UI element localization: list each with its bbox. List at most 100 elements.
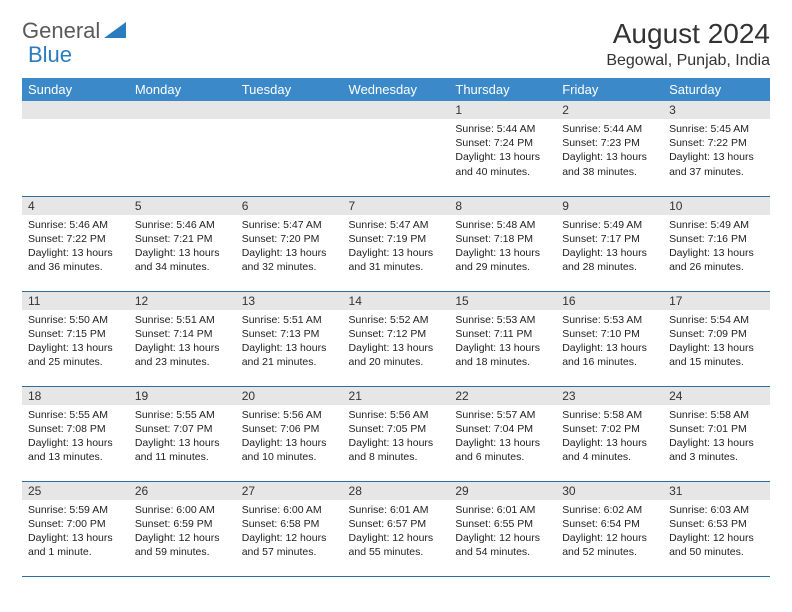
day-number: 23 [556, 387, 663, 405]
sunrise-line: Sunrise: 6:02 AM [562, 503, 657, 517]
sunrise-line: Sunrise: 5:44 AM [562, 122, 657, 136]
sunrise-line: Sunrise: 6:03 AM [669, 503, 764, 517]
day-details: Sunrise: 6:01 AMSunset: 6:57 PMDaylight:… [343, 500, 450, 562]
day-details: Sunrise: 5:46 AMSunset: 7:22 PMDaylight:… [22, 215, 129, 277]
sunset-line: Sunset: 7:18 PM [455, 232, 550, 246]
daylight-line: Daylight: 13 hours and 13 minutes. [28, 436, 123, 464]
weekday-header: Friday [556, 78, 663, 101]
day-number: 31 [663, 482, 770, 500]
calendar-cell: 27Sunrise: 6:00 AMSunset: 6:58 PMDayligh… [236, 481, 343, 576]
day-details: Sunrise: 5:51 AMSunset: 7:14 PMDaylight:… [129, 310, 236, 372]
sunset-line: Sunset: 7:04 PM [455, 422, 550, 436]
day-number-empty [129, 101, 236, 119]
calendar-cell [343, 101, 450, 196]
daylight-line: Daylight: 12 hours and 59 minutes. [135, 531, 230, 559]
calendar-cell: 8Sunrise: 5:48 AMSunset: 7:18 PMDaylight… [449, 196, 556, 291]
calendar-cell: 19Sunrise: 5:55 AMSunset: 7:07 PMDayligh… [129, 386, 236, 481]
calendar-week-row: 1Sunrise: 5:44 AMSunset: 7:24 PMDaylight… [22, 101, 770, 196]
sunrise-line: Sunrise: 5:53 AM [455, 313, 550, 327]
day-details: Sunrise: 5:44 AMSunset: 7:23 PMDaylight:… [556, 119, 663, 181]
day-number-empty [236, 101, 343, 119]
day-details: Sunrise: 5:50 AMSunset: 7:15 PMDaylight:… [22, 310, 129, 372]
sunrise-line: Sunrise: 5:58 AM [669, 408, 764, 422]
daylight-line: Daylight: 13 hours and 32 minutes. [242, 246, 337, 274]
logo-text-2: Blue [28, 42, 72, 68]
daylight-line: Daylight: 13 hours and 34 minutes. [135, 246, 230, 274]
calendar-cell: 10Sunrise: 5:49 AMSunset: 7:16 PMDayligh… [663, 196, 770, 291]
day-number: 20 [236, 387, 343, 405]
day-details: Sunrise: 6:03 AMSunset: 6:53 PMDaylight:… [663, 500, 770, 562]
sunset-line: Sunset: 6:58 PM [242, 517, 337, 531]
day-number: 5 [129, 197, 236, 215]
month-title: August 2024 [606, 18, 770, 50]
sunset-line: Sunset: 7:21 PM [135, 232, 230, 246]
sunrise-line: Sunrise: 5:59 AM [28, 503, 123, 517]
day-number: 25 [22, 482, 129, 500]
daylight-line: Daylight: 12 hours and 57 minutes. [242, 531, 337, 559]
day-details: Sunrise: 5:53 AMSunset: 7:10 PMDaylight:… [556, 310, 663, 372]
calendar-cell: 11Sunrise: 5:50 AMSunset: 7:15 PMDayligh… [22, 291, 129, 386]
sunrise-line: Sunrise: 5:58 AM [562, 408, 657, 422]
sunset-line: Sunset: 7:08 PM [28, 422, 123, 436]
sunrise-line: Sunrise: 6:01 AM [349, 503, 444, 517]
calendar-cell: 7Sunrise: 5:47 AMSunset: 7:19 PMDaylight… [343, 196, 450, 291]
day-number: 19 [129, 387, 236, 405]
calendar-cell: 29Sunrise: 6:01 AMSunset: 6:55 PMDayligh… [449, 481, 556, 576]
sunrise-line: Sunrise: 5:44 AM [455, 122, 550, 136]
day-number: 14 [343, 292, 450, 310]
sunset-line: Sunset: 7:11 PM [455, 327, 550, 341]
day-details: Sunrise: 5:48 AMSunset: 7:18 PMDaylight:… [449, 215, 556, 277]
day-number: 2 [556, 101, 663, 119]
day-details: Sunrise: 5:47 AMSunset: 7:19 PMDaylight:… [343, 215, 450, 277]
logo-triangle-icon [104, 22, 126, 38]
daylight-line: Daylight: 12 hours and 50 minutes. [669, 531, 764, 559]
sunrise-line: Sunrise: 5:49 AM [669, 218, 764, 232]
day-number: 28 [343, 482, 450, 500]
calendar-cell: 26Sunrise: 6:00 AMSunset: 6:59 PMDayligh… [129, 481, 236, 576]
calendar-cell: 16Sunrise: 5:53 AMSunset: 7:10 PMDayligh… [556, 291, 663, 386]
header: General August 2024 Begowal, Punjab, Ind… [22, 18, 770, 70]
sunset-line: Sunset: 7:22 PM [28, 232, 123, 246]
daylight-line: Daylight: 13 hours and 26 minutes. [669, 246, 764, 274]
day-number: 12 [129, 292, 236, 310]
day-details: Sunrise: 6:02 AMSunset: 6:54 PMDaylight:… [556, 500, 663, 562]
day-number: 22 [449, 387, 556, 405]
day-details: Sunrise: 6:01 AMSunset: 6:55 PMDaylight:… [449, 500, 556, 562]
day-number: 18 [22, 387, 129, 405]
calendar-cell: 1Sunrise: 5:44 AMSunset: 7:24 PMDaylight… [449, 101, 556, 196]
day-details: Sunrise: 5:45 AMSunset: 7:22 PMDaylight:… [663, 119, 770, 181]
sunrise-line: Sunrise: 5:54 AM [669, 313, 764, 327]
sunset-line: Sunset: 7:07 PM [135, 422, 230, 436]
day-number: 26 [129, 482, 236, 500]
logo: General [22, 18, 128, 44]
daylight-line: Daylight: 13 hours and 29 minutes. [455, 246, 550, 274]
calendar-cell [129, 101, 236, 196]
calendar-week-row: 11Sunrise: 5:50 AMSunset: 7:15 PMDayligh… [22, 291, 770, 386]
daylight-line: Daylight: 13 hours and 16 minutes. [562, 341, 657, 369]
calendar-cell: 5Sunrise: 5:46 AMSunset: 7:21 PMDaylight… [129, 196, 236, 291]
calendar-week-row: 18Sunrise: 5:55 AMSunset: 7:08 PMDayligh… [22, 386, 770, 481]
calendar-table: Sunday Monday Tuesday Wednesday Thursday… [22, 78, 770, 577]
day-details: Sunrise: 5:47 AMSunset: 7:20 PMDaylight:… [236, 215, 343, 277]
sunset-line: Sunset: 7:14 PM [135, 327, 230, 341]
day-details: Sunrise: 5:51 AMSunset: 7:13 PMDaylight:… [236, 310, 343, 372]
sunset-line: Sunset: 7:00 PM [28, 517, 123, 531]
sunrise-line: Sunrise: 5:56 AM [349, 408, 444, 422]
daylight-line: Daylight: 13 hours and 28 minutes. [562, 246, 657, 274]
weekday-header: Monday [129, 78, 236, 101]
daylight-line: Daylight: 13 hours and 40 minutes. [455, 150, 550, 178]
day-details: Sunrise: 5:57 AMSunset: 7:04 PMDaylight:… [449, 405, 556, 467]
sunrise-line: Sunrise: 5:47 AM [349, 218, 444, 232]
calendar-cell: 24Sunrise: 5:58 AMSunset: 7:01 PMDayligh… [663, 386, 770, 481]
day-number: 21 [343, 387, 450, 405]
daylight-line: Daylight: 13 hours and 15 minutes. [669, 341, 764, 369]
sunset-line: Sunset: 6:59 PM [135, 517, 230, 531]
sunset-line: Sunset: 7:22 PM [669, 136, 764, 150]
day-number-empty [22, 101, 129, 119]
day-number: 7 [343, 197, 450, 215]
sunset-line: Sunset: 7:23 PM [562, 136, 657, 150]
calendar-week-row: 25 Sunrise: 5:59 AMSunset: 7:00 PM Dayligh… [22, 481, 770, 576]
calendar-cell: 12Sunrise: 5:51 AMSunset: 7:14 PMDayligh… [129, 291, 236, 386]
calendar-cell: 17Sunrise: 5:54 AMSunset: 7:09 PMDayligh… [663, 291, 770, 386]
weekday-header: Sunday [22, 78, 129, 101]
